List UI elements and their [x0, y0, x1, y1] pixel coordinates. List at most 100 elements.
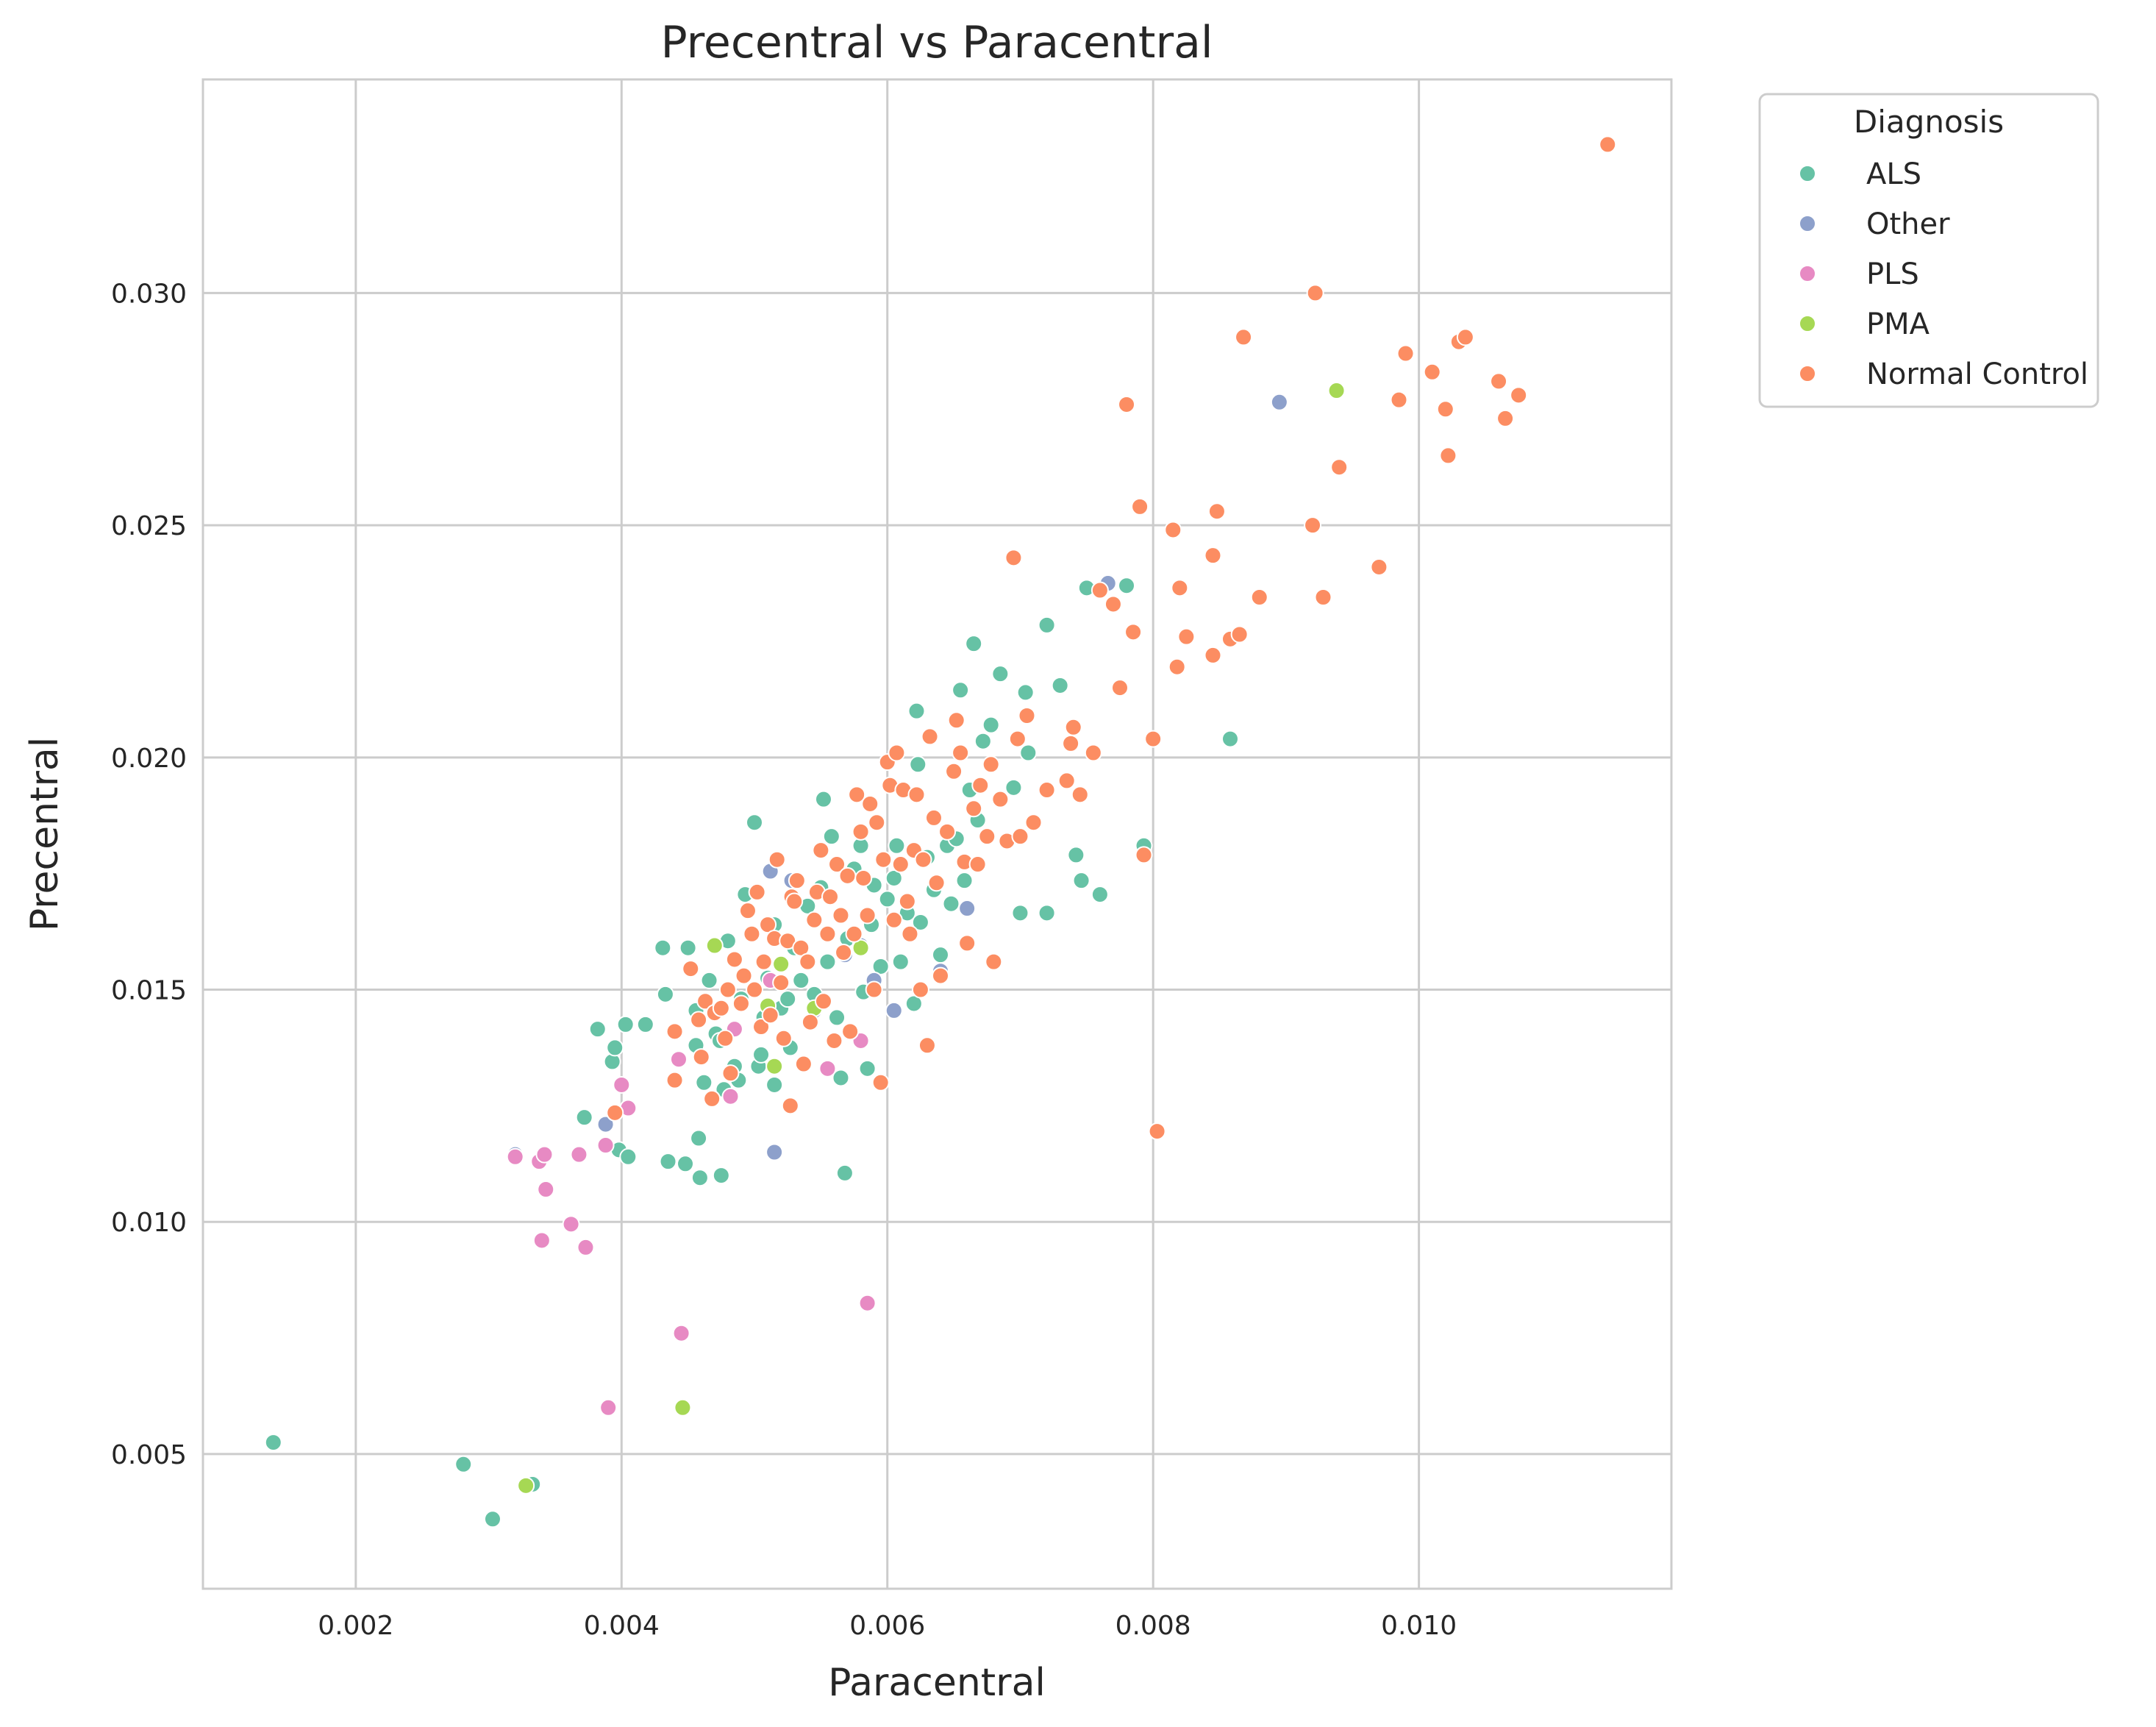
- data-point: [665, 1071, 684, 1089]
- data-point: [1230, 625, 1249, 644]
- data-point: [852, 822, 870, 841]
- data-point: [738, 902, 757, 920]
- data-point: [1038, 616, 1056, 634]
- data-points: [264, 135, 1617, 1528]
- data-point: [725, 950, 743, 969]
- data-point: [1171, 579, 1189, 597]
- data-point: [1390, 391, 1408, 409]
- data-point: [965, 635, 983, 653]
- data-point: [690, 1129, 708, 1147]
- legend-entry-label: PMA: [1866, 307, 1930, 341]
- data-point: [1038, 904, 1056, 922]
- data-point: [788, 872, 806, 890]
- data-point: [537, 1181, 555, 1199]
- data-point: [814, 992, 832, 1011]
- data-point: [761, 1006, 779, 1025]
- data-point: [1330, 458, 1349, 477]
- data-point: [904, 994, 923, 1013]
- series-pls: [506, 971, 877, 1417]
- data-point: [1177, 627, 1196, 646]
- data-point: [785, 892, 804, 911]
- data-point: [1490, 372, 1508, 391]
- data-point: [1051, 676, 1069, 694]
- data-point: [932, 966, 950, 985]
- data-point: [588, 1020, 607, 1039]
- data-point: [656, 985, 674, 1003]
- data-point: [1204, 646, 1222, 664]
- data-point: [1067, 846, 1085, 864]
- data-point: [885, 1001, 903, 1019]
- data-point: [1118, 395, 1136, 413]
- chart-title: Precentral vs Paracentral: [660, 17, 1213, 68]
- legend-marker: [1799, 165, 1816, 182]
- legend-marker: [1799, 215, 1816, 232]
- legend-title: Diagnosis: [1854, 104, 2004, 140]
- data-point: [1439, 446, 1457, 465]
- data-point: [654, 939, 672, 957]
- data-point: [1510, 386, 1528, 405]
- legend-entry-label: ALS: [1866, 157, 1921, 191]
- data-point: [832, 1069, 850, 1087]
- tick-labels: 0.002 0.004 0.006 0.008 0.010 0.005 0.010 0.015…: [111, 279, 1457, 1641]
- legend-marker: [1799, 365, 1816, 382]
- y-tick-label: 0.010: [111, 1208, 187, 1238]
- data-point: [1064, 718, 1082, 736]
- data-point: [772, 955, 790, 973]
- legend-entry-label: Normal Control: [1866, 357, 2088, 391]
- data-point: [659, 1153, 677, 1171]
- data-point: [1118, 577, 1136, 595]
- data-point: [914, 850, 932, 869]
- data-point: [835, 944, 853, 962]
- data-point: [1270, 393, 1288, 411]
- data-point: [991, 790, 1010, 808]
- data-point: [985, 952, 1003, 971]
- data-point: [891, 855, 910, 874]
- data-point: [696, 992, 715, 1011]
- data-point: [1456, 328, 1474, 346]
- data-point: [911, 913, 929, 931]
- data-point: [672, 1324, 690, 1342]
- x-tick-label: 0.010: [1381, 1611, 1457, 1641]
- data-point: [570, 1145, 588, 1164]
- data-point: [932, 946, 950, 964]
- data-point: [858, 1294, 877, 1312]
- data-point: [616, 1015, 635, 1033]
- data-point: [1024, 813, 1043, 832]
- data-point: [1071, 786, 1089, 804]
- data-point: [874, 850, 893, 869]
- data-point: [828, 1008, 846, 1027]
- y-tick-label: 0.025: [111, 511, 187, 541]
- data-point: [679, 939, 697, 957]
- data-point: [721, 1087, 740, 1105]
- data-point: [721, 1064, 740, 1083]
- data-point: [1038, 781, 1056, 800]
- series-normal-control: [606, 135, 1617, 1141]
- data-point: [669, 1050, 688, 1069]
- data-point: [690, 1011, 708, 1029]
- data-point: [535, 1145, 554, 1164]
- data-point: [958, 934, 977, 952]
- data-point: [599, 1398, 618, 1417]
- data-point: [765, 1143, 784, 1161]
- data-point: [677, 1155, 695, 1173]
- legend: Diagnosis ALS Other PLS PMA Normal Control: [1758, 93, 2099, 408]
- data-point: [965, 800, 983, 818]
- x-axis-label: Paracentral: [828, 1661, 1046, 1705]
- data-point: [752, 1045, 771, 1064]
- data-point: [264, 1434, 282, 1452]
- data-point: [812, 841, 830, 860]
- data-point: [1221, 730, 1239, 748]
- data-point: [991, 665, 1010, 683]
- data-point: [700, 971, 718, 989]
- data-point: [901, 925, 919, 943]
- data-point: [712, 1167, 730, 1185]
- data-point: [814, 790, 832, 808]
- data-point: [825, 1031, 843, 1050]
- data-point: [1396, 344, 1415, 363]
- data-point: [1327, 382, 1346, 400]
- data-point: [841, 1022, 860, 1041]
- data-point: [577, 1238, 595, 1256]
- data-point: [858, 906, 877, 925]
